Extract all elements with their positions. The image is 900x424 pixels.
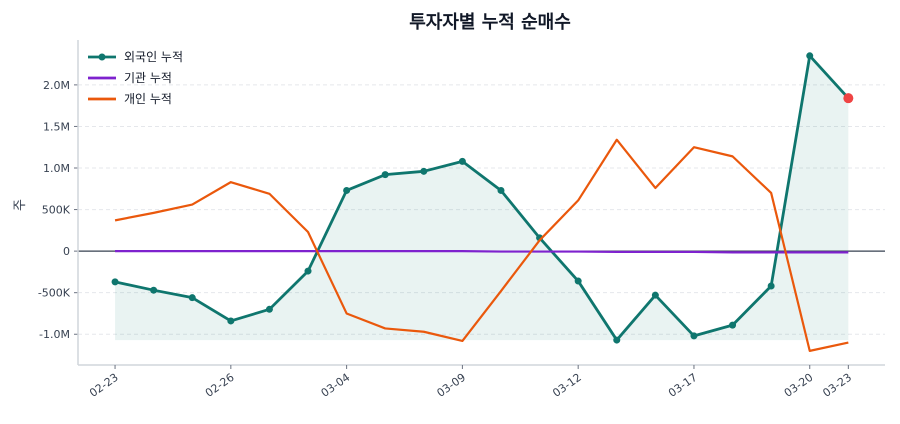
series-line-0 bbox=[114, 54, 850, 342]
data-point bbox=[458, 157, 466, 165]
data-point bbox=[729, 321, 737, 329]
x-tick-label: 02-23 bbox=[87, 371, 121, 400]
data-point bbox=[574, 277, 582, 285]
y-tick-label: 500K bbox=[42, 204, 71, 217]
last-point-marker bbox=[843, 93, 854, 104]
data-point bbox=[188, 294, 196, 302]
y-axis-label: 주 bbox=[13, 199, 28, 211]
x-tick-label: 03-04 bbox=[319, 371, 353, 400]
data-point bbox=[767, 282, 775, 290]
data-point bbox=[806, 52, 814, 60]
legend-marker bbox=[98, 53, 106, 61]
legend-label: 기관 누적 bbox=[124, 71, 172, 85]
data-point bbox=[265, 305, 273, 313]
y-tick-label: 1.0M bbox=[43, 162, 70, 175]
legend-label: 외국인 누적 bbox=[124, 50, 183, 64]
data-point bbox=[111, 278, 119, 286]
data-point bbox=[690, 332, 698, 340]
data-point bbox=[613, 336, 621, 344]
x-tick-label: 03-09 bbox=[434, 371, 468, 400]
data-point bbox=[497, 186, 505, 194]
data-point bbox=[651, 291, 659, 299]
x-tick-label: 03-23 bbox=[820, 371, 854, 400]
x-tick-label: 02-26 bbox=[203, 371, 237, 400]
x-tick-label: 03-12 bbox=[550, 371, 584, 400]
data-point bbox=[150, 286, 158, 294]
data-point bbox=[227, 317, 235, 325]
y-tick-label: 2.0M bbox=[43, 79, 70, 92]
chart-title: 투자자별 누적 순매수 bbox=[409, 12, 571, 33]
x-tick-label: 03-17 bbox=[666, 371, 700, 400]
data-point bbox=[420, 167, 428, 175]
data-point bbox=[304, 267, 312, 275]
y-tick-label: -500K bbox=[38, 287, 71, 300]
series-line-1 bbox=[115, 250, 849, 254]
data-point bbox=[381, 171, 389, 179]
series-line-2 bbox=[114, 138, 849, 352]
series-fill-area bbox=[115, 55, 849, 341]
x-tick-label: 03-20 bbox=[782, 371, 816, 400]
y-tick-label: -1.0M bbox=[39, 328, 70, 341]
y-tick-label: 1.5M bbox=[43, 120, 70, 133]
y-tick-label: 0 bbox=[63, 245, 70, 258]
legend-label: 개인 누적 bbox=[124, 92, 172, 106]
data-point bbox=[343, 186, 351, 194]
